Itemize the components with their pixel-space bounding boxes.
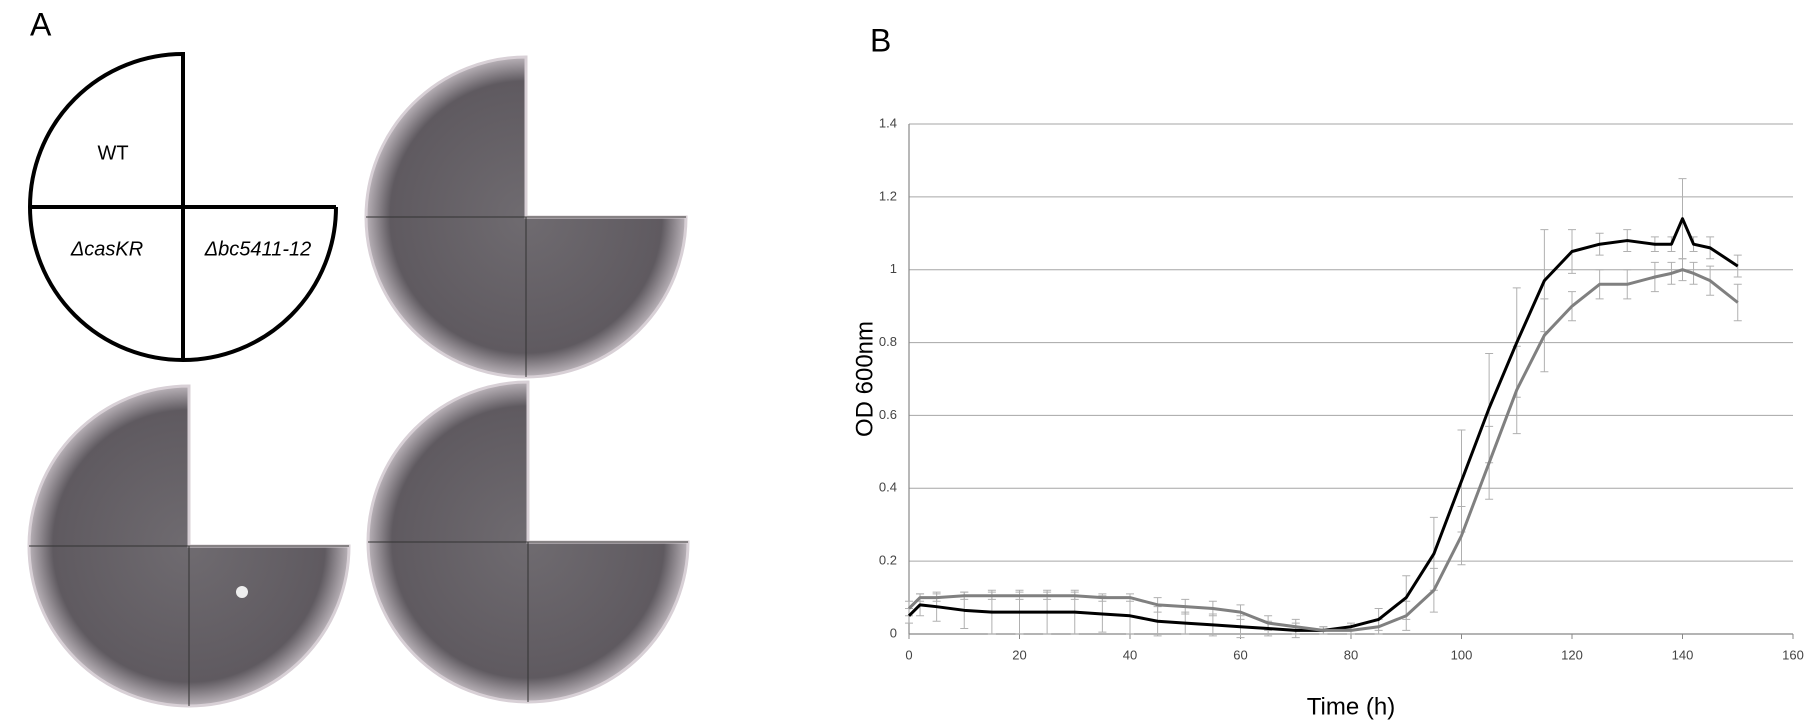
panel-label: A: [30, 6, 52, 42]
quadrant-label: WT: [97, 142, 128, 164]
plate-photo: [364, 55, 688, 379]
x-tick-label: 160: [1782, 647, 1804, 662]
plate-photo: [366, 380, 690, 704]
y-tick-label: 1.2: [879, 188, 897, 203]
x-tick-label: 20: [1012, 647, 1026, 662]
y-tick-label: 1.4: [879, 115, 897, 130]
y-axis-label: OD 600nm: [851, 321, 878, 437]
quadrant-label: Δbc5411-12: [204, 238, 311, 260]
y-tick-label: 0.8: [879, 334, 897, 349]
y-tick-label: 0: [890, 625, 897, 640]
panel-label: B: [870, 22, 891, 58]
y-tick-label: 0.2: [879, 553, 897, 568]
y-tick-label: 0.4: [879, 480, 897, 495]
quadrant-label: ΔcasKR: [70, 238, 143, 260]
x-axis-label: Time (h): [1307, 693, 1395, 720]
x-tick-label: 80: [1344, 647, 1358, 662]
plate-diagram: [28, 52, 338, 362]
data-line: [907, 217, 1739, 632]
x-tick-label: 140: [1672, 647, 1694, 662]
y-tick-label: 1: [890, 261, 897, 276]
plate-photo: [27, 384, 351, 708]
y-tick-label: 0.6: [879, 407, 897, 422]
x-tick-label: 60: [1233, 647, 1247, 662]
data-line: [907, 268, 1739, 632]
x-tick-label: 40: [1123, 647, 1137, 662]
x-tick-label: 100: [1451, 647, 1473, 662]
x-tick-label: 0: [905, 647, 912, 662]
x-tick-label: 120: [1561, 647, 1583, 662]
error-bar: [1733, 254, 1742, 278]
